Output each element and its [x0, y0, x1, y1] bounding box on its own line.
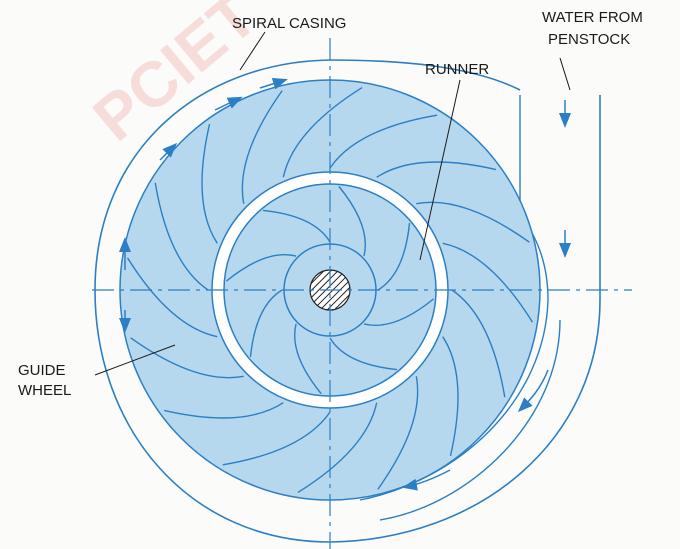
- label-penstock: PENSTOCK: [548, 31, 630, 48]
- page: PCIET SPIRAL CASING WATER FROM PENSTOCK …: [0, 0, 680, 549]
- label-runner: RUNNER: [425, 61, 489, 78]
- label-wheel: WHEEL: [18, 382, 71, 399]
- francis-turbine-diagram: PCIET SPIRAL CASING WATER FROM PENSTOCK …: [0, 0, 680, 549]
- label-water-from: WATER FROM: [542, 9, 643, 26]
- label-guide: GUIDE: [18, 362, 66, 379]
- label-spiral-casing: SPIRAL CASING: [232, 15, 346, 32]
